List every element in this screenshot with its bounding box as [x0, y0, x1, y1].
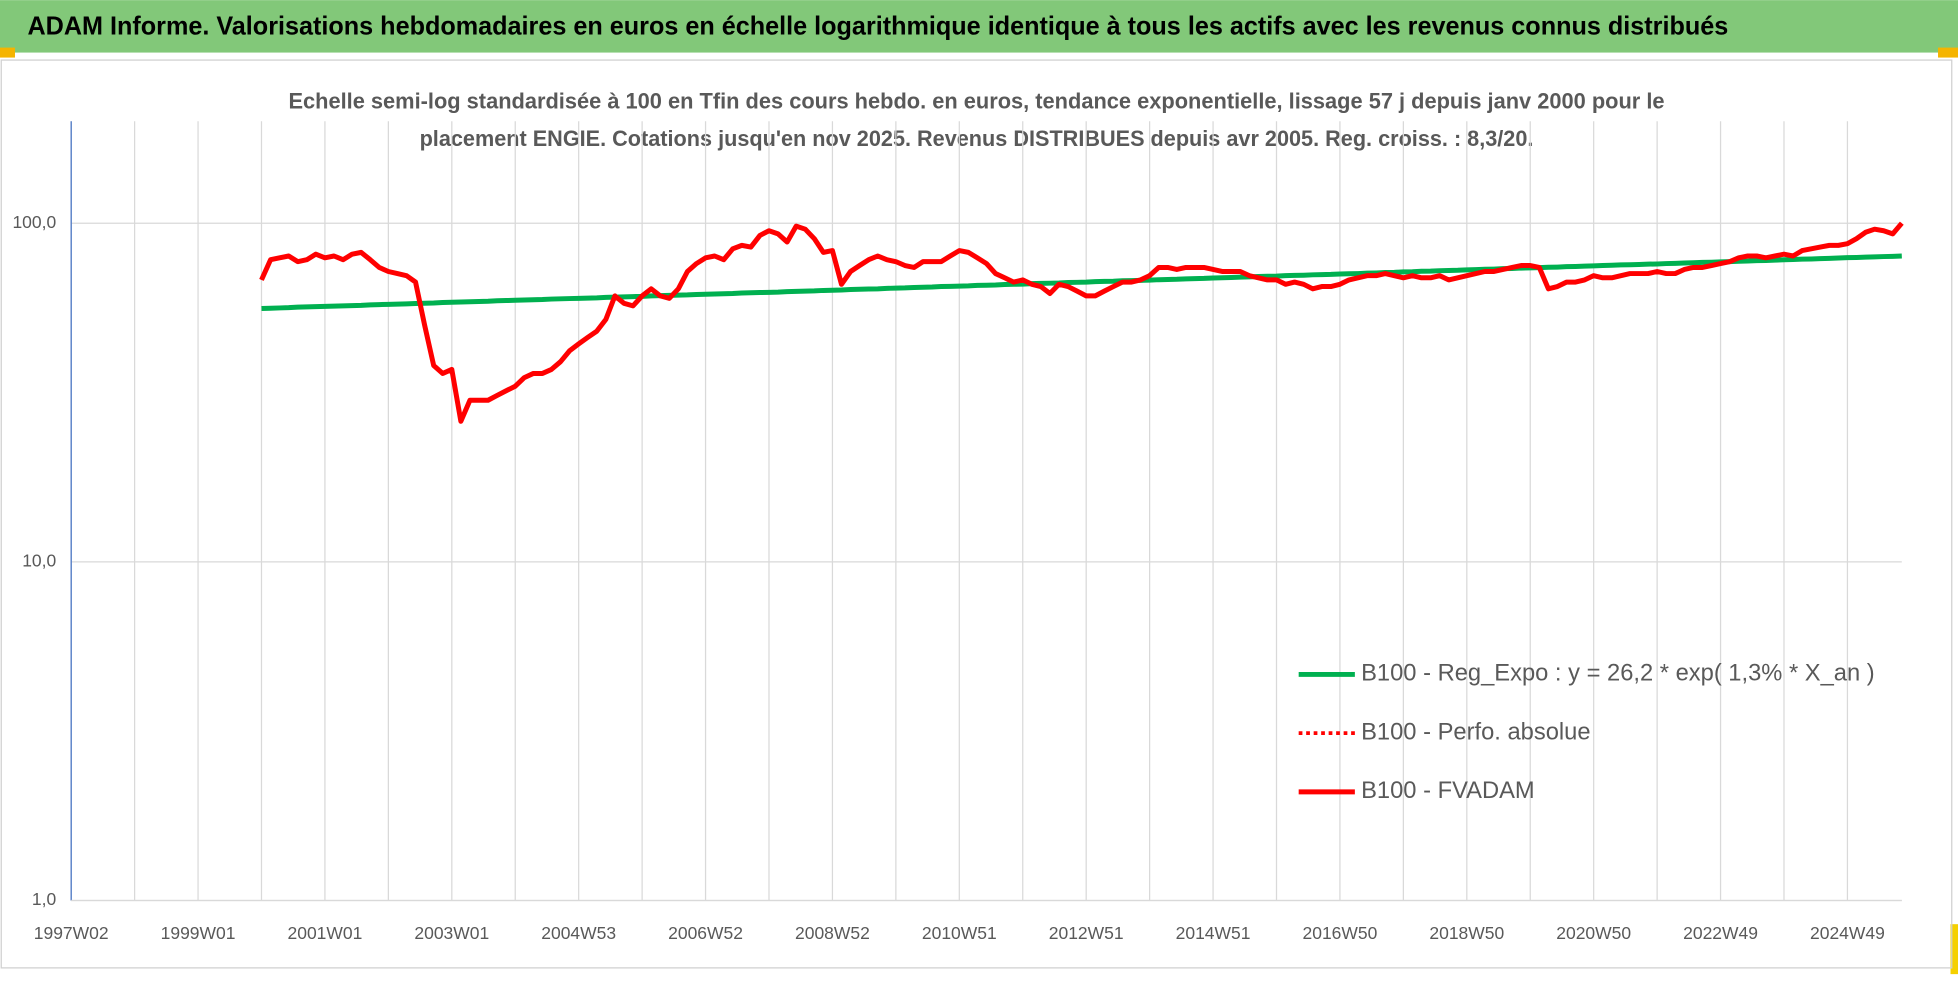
series-line [261, 253, 1902, 311]
x-tick-label: 2022W49 [1683, 923, 1758, 943]
legend-label: B100 - FVADAM [1361, 778, 1535, 804]
x-tick-label: 2018W50 [1429, 923, 1504, 943]
corner-mark [1938, 47, 1958, 58]
corner-mark [1950, 924, 1958, 975]
banner [0, 0, 1958, 53]
legend-label: B100 - Reg_Expo : y = 26,2 * exp( 1,3% *… [1361, 661, 1875, 687]
corner-mark [0, 47, 15, 58]
x-tick-label: 2001W01 [288, 923, 363, 943]
chart-title: Echelle semi-log standardisée à 100 en T… [288, 88, 1664, 113]
x-tick-label: 2008W52 [795, 923, 870, 943]
y-tick-label: 10,0 [22, 550, 56, 570]
banner-title: ADAM Informe. Valorisations hebdomadaire… [27, 11, 1728, 41]
y-tick-label: 1,0 [32, 889, 57, 909]
series-line [259, 221, 1904, 424]
x-tick-label: 2016W50 [1303, 923, 1378, 943]
x-tick-label: 1999W01 [161, 923, 236, 943]
x-tick-label: 2010W51 [922, 923, 997, 943]
x-tick-label: 2024W49 [1810, 923, 1885, 943]
chart-title: placement ENGIE. Cotations jusqu'en nov … [420, 126, 1534, 151]
legend-label: B100 - Perfo. absolue [1361, 719, 1590, 745]
x-tick-label: 2020W50 [1556, 923, 1631, 943]
x-tick-label: 2004W53 [541, 923, 616, 943]
x-tick-label: 2003W01 [414, 923, 489, 943]
chart-border [0, 59, 1953, 969]
x-tick-label: 2012W51 [1049, 923, 1124, 943]
x-tick-label: 1997W02 [34, 923, 109, 943]
x-tick-label: 2006W52 [668, 923, 743, 943]
y-tick-label: 100,0 [12, 212, 56, 232]
x-tick-label: 2014W51 [1176, 923, 1251, 943]
